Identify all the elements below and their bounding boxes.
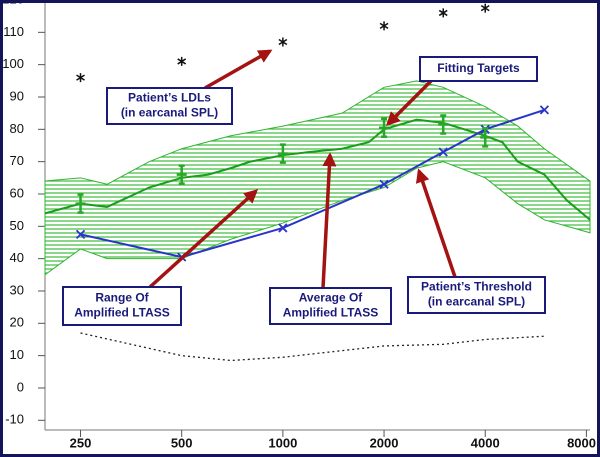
y-tick-label: 10	[10, 347, 24, 362]
arrow	[204, 49, 273, 90]
x-tick-label: 500	[171, 435, 193, 450]
y-tick-label: 0	[17, 379, 24, 394]
target-marker	[379, 117, 390, 138]
x-marker	[278, 223, 288, 233]
annotation-text: Average Of	[299, 291, 364, 305]
annotation-text: Patient’s Threshold	[421, 280, 532, 294]
annotation-text: Patient’s LDLs	[128, 91, 211, 105]
target-marker	[480, 127, 491, 148]
annotation-box	[269, 287, 392, 325]
target-marker	[75, 193, 86, 214]
y-tick-label: 90	[10, 88, 24, 103]
x-tick-label: 1000	[268, 435, 297, 450]
annotations: Patient’s LDLs(in earcanal SPL)Fitting T…	[62, 56, 546, 326]
annotation-text: Range Of	[95, 291, 149, 305]
arrows	[148, 49, 457, 289]
x-marker	[438, 147, 448, 157]
series	[75, 114, 491, 214]
annotation-text: Amplified LTASS	[283, 306, 379, 320]
series	[76, 3, 490, 83]
annotation: Patient’s Threshold(in earcanal SPL)	[407, 276, 546, 314]
x-tick-label: 8000	[567, 435, 596, 450]
target-marker	[176, 164, 187, 185]
y-tick-label: 110	[3, 24, 24, 39]
y-tick-label: 100	[2, 56, 24, 71]
x-tick-label: 4000	[471, 435, 500, 450]
ldl-marker	[379, 21, 389, 31]
x-marker	[379, 179, 389, 189]
y-tick-label: -10	[5, 412, 24, 427]
y-tick-label: 80	[10, 121, 24, 136]
annotation-text: (in earcanal SPL)	[121, 106, 218, 120]
ldl-marker	[480, 3, 490, 13]
x-marker	[539, 105, 550, 115]
annotation: Fitting Targets	[419, 56, 538, 82]
y-tick-label: 20	[10, 315, 24, 330]
y-tick-label: 30	[10, 282, 24, 297]
arrow	[148, 189, 259, 289]
annotation-box	[419, 56, 538, 82]
y-tick-label: 70	[10, 153, 24, 168]
x-tick-label: 250	[70, 435, 92, 450]
ldl-marker	[438, 8, 448, 18]
arrow	[386, 78, 434, 126]
ldl-marker	[177, 56, 187, 66]
annotation-box	[62, 286, 182, 326]
ldl-marker	[76, 73, 85, 83]
x-marker	[75, 229, 86, 240]
arrow	[321, 152, 337, 289]
line	[44, 118, 591, 221]
dotted-line	[80, 332, 545, 362]
annotation-box	[106, 87, 233, 125]
annotation-text: Fitting Targets	[437, 61, 520, 75]
plot-area: -10 0 10 20 30 40 50 60 70 80 90 100 110 120 250 500 100…	[2, 0, 596, 450]
annotation: Patient’s LDLs(in earcanal SPL)	[106, 87, 233, 125]
y-tick-label: 60	[10, 185, 24, 200]
arrow	[415, 168, 457, 278]
annotation-text: (in earcanal SPL)	[428, 295, 525, 309]
target-marker	[438, 114, 449, 135]
series	[44, 118, 591, 221]
ldl-marker	[278, 37, 288, 47]
x-tick-label: 2000	[370, 435, 399, 450]
y-tick-label: 40	[10, 250, 24, 265]
y-tick-label: 50	[10, 218, 24, 233]
target-marker	[277, 143, 288, 164]
y-tick-label: 120	[2, 0, 24, 6]
annotation-text: Amplified LTASS	[74, 306, 170, 320]
annotation-box	[407, 276, 546, 314]
series	[80, 332, 545, 362]
